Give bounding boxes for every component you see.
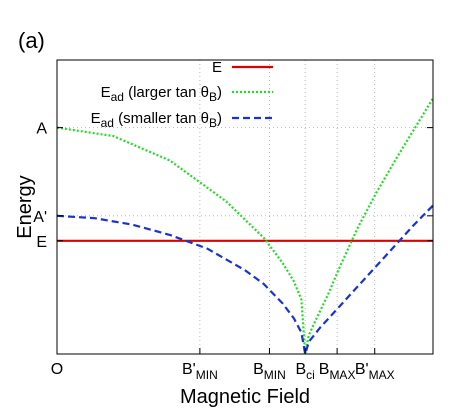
x-tick-sub: MIN [196, 368, 218, 382]
y-axis-label: Energy [14, 175, 36, 238]
legend-suffix-sub: B [209, 90, 217, 104]
y-tick-label: A [36, 121, 47, 138]
x-tick-sub: MIN [264, 368, 286, 382]
legend-label-2: Ead (smaller tan θB) [91, 110, 222, 130]
x-tick-label: B'MAX [355, 361, 395, 382]
legend-label-1: Ead (larger tan θB) [101, 84, 222, 104]
x-tick-main: B' [355, 361, 369, 378]
x-tick-label: BMIN [253, 361, 286, 382]
x-tick-label: Bci [295, 361, 314, 382]
panel-label: (a) [18, 28, 45, 53]
x-tick-main: B' [182, 361, 196, 378]
legend-close: ) [217, 84, 222, 101]
x-tick-main: O [51, 361, 63, 378]
legend-name: E [91, 110, 101, 127]
grid-lines [57, 60, 433, 354]
series-line-2 [56, 204, 434, 356]
y-tick-label: E [36, 234, 47, 251]
legend-close: ) [217, 110, 222, 127]
series-layer [56, 97, 434, 356]
legend-suffix: (smaller tan θ [114, 110, 209, 127]
y-tick-label: A' [33, 209, 47, 226]
x-tick-label: O [51, 361, 63, 378]
x-tick-sub: MAX [329, 368, 355, 382]
legend-name: E [212, 59, 222, 76]
legend-name-sub: ad [111, 90, 124, 104]
x-tick-main: B [253, 361, 264, 378]
x-tick-main: B [295, 361, 306, 378]
legend-suffix: (larger tan θ [124, 84, 209, 101]
x-tick-main: B [319, 361, 330, 378]
x-tick-label: BMAX [319, 361, 356, 382]
legend-label-0: E [212, 59, 222, 76]
legend-name-sub: ad [101, 116, 114, 130]
x-tick-label: B'MIN [182, 361, 218, 382]
x-tick-sub: ci [306, 368, 315, 382]
legend-name: E [101, 84, 111, 101]
series-line-1 [56, 97, 434, 356]
legend-suffix-sub: B [209, 116, 217, 130]
x-axis-label: Magnetic Field [180, 386, 310, 408]
x-tick-sub: MAX [369, 368, 395, 382]
plot-frame [56, 59, 434, 355]
